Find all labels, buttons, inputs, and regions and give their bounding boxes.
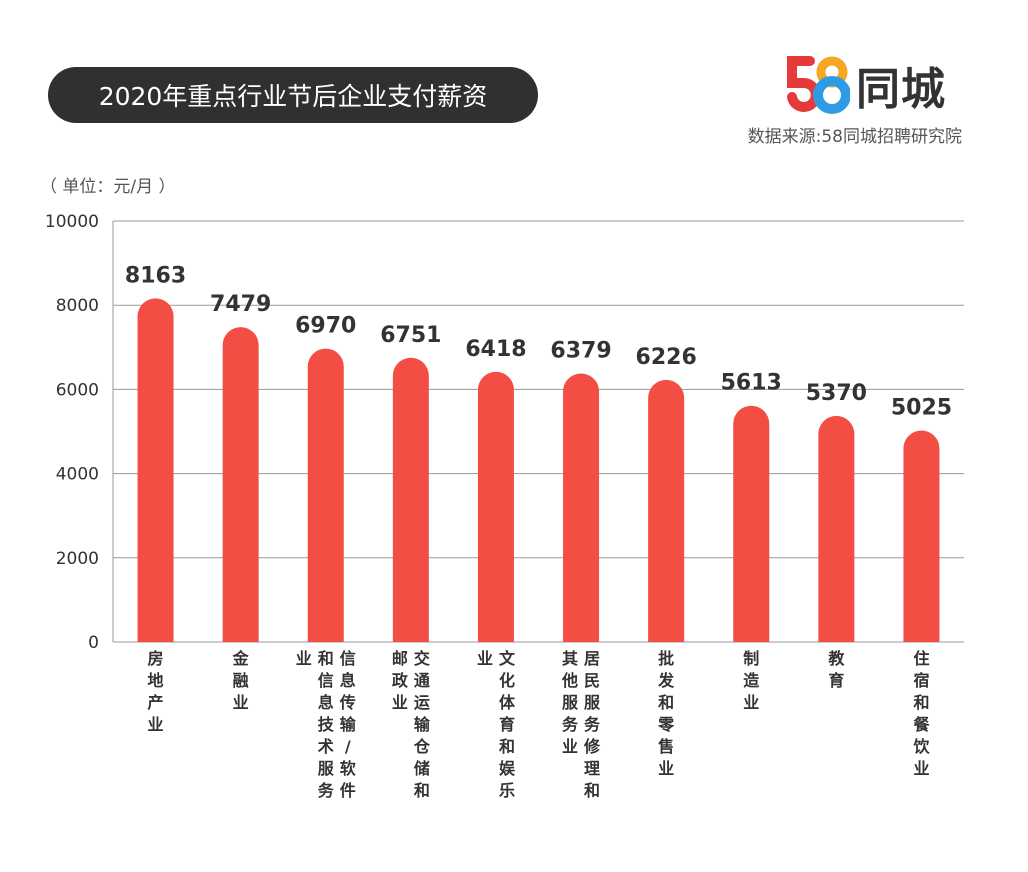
x-tick-label: 房地产业 bbox=[148, 649, 164, 734]
x-tick-label: 教育 bbox=[828, 649, 845, 690]
x-tick-label: 制造业 bbox=[743, 649, 760, 712]
x-tick-label: 批发和零售业 bbox=[657, 649, 675, 778]
logo-digits-icon bbox=[787, 56, 850, 114]
data-source: 数据来源:58同城招聘研究院 bbox=[747, 127, 962, 147]
bar bbox=[477, 371, 514, 642]
data-label: 5025 bbox=[891, 395, 952, 420]
data-label: 5613 bbox=[721, 371, 782, 396]
logo-word: 同城 bbox=[856, 64, 946, 115]
y-tick-label: 8000 bbox=[56, 296, 99, 316]
unit-label: （ 单位：元/月 ） bbox=[40, 177, 176, 197]
chart-title: 2020年重点行业节后企业支付薪资 bbox=[48, 67, 538, 123]
x-tick-label: 文化体育和娱乐 bbox=[499, 649, 516, 800]
x-tick-label: 其他服务业 bbox=[561, 649, 579, 756]
bar bbox=[222, 327, 259, 642]
logo-digit-8-bottom-icon bbox=[813, 76, 850, 114]
bar bbox=[733, 405, 770, 642]
y-tick-label: 2000 bbox=[56, 549, 99, 569]
58tongcheng-logo: 同城 bbox=[786, 52, 962, 118]
x-tick-label: 住宿和餐饮业 bbox=[912, 649, 930, 778]
y-tick-label: 6000 bbox=[56, 380, 99, 400]
data-label: 6970 bbox=[295, 314, 356, 339]
data-label: 6379 bbox=[550, 338, 611, 363]
bar bbox=[563, 373, 600, 642]
y-tick-label: 10000 bbox=[45, 212, 99, 232]
data-label: 8163 bbox=[125, 263, 186, 288]
bar bbox=[307, 348, 344, 642]
x-tick-label: 信息传输/软件 bbox=[339, 649, 357, 800]
x-tick-label: 和信息技术服务 bbox=[317, 649, 335, 800]
bar bbox=[648, 379, 685, 642]
y-tick-label: 4000 bbox=[56, 465, 99, 485]
y-tick-label: 0 bbox=[88, 633, 99, 653]
bar bbox=[903, 430, 940, 642]
data-label: 5370 bbox=[806, 381, 867, 406]
bar bbox=[392, 357, 429, 642]
x-tick-label: 邮政业 bbox=[392, 649, 409, 712]
data-label: 6226 bbox=[636, 345, 697, 370]
x-tick-label: 交通运输仓储和 bbox=[413, 649, 431, 800]
bar bbox=[137, 298, 174, 642]
data-label: 6418 bbox=[465, 337, 526, 362]
data-label: 7479 bbox=[210, 292, 271, 317]
x-tick-label: 金融业 bbox=[232, 649, 250, 712]
x-tick-label: 业 bbox=[296, 649, 312, 668]
x-tick-label: 业 bbox=[477, 649, 493, 668]
x-tick-label: 居民服务修理和 bbox=[583, 649, 601, 800]
bar bbox=[818, 415, 855, 642]
data-label: 6751 bbox=[380, 323, 441, 348]
